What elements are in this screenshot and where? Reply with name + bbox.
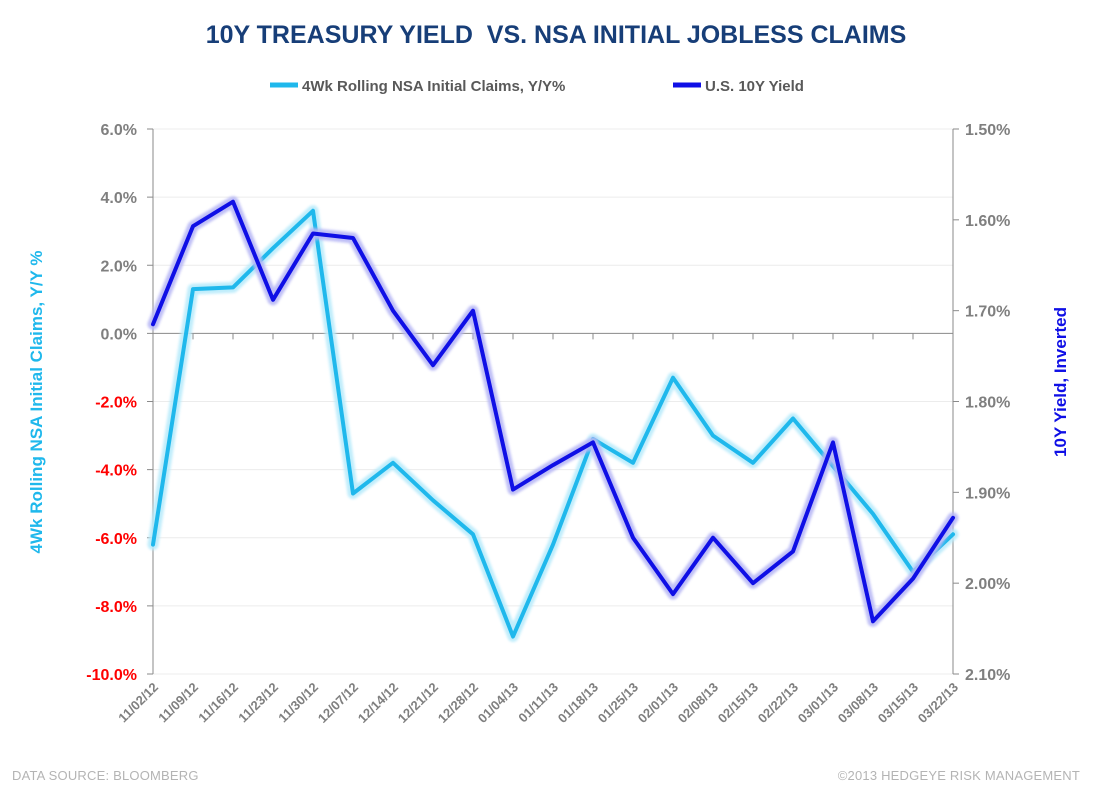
right-tick-label: 1.90% bbox=[965, 485, 1010, 502]
left-tick-label: -2.0% bbox=[95, 395, 137, 412]
x-tick-label: 11/02/12 bbox=[115, 680, 161, 726]
chart-title: 10Y TREASURY YIELD VS. NSA INITIAL JOBLE… bbox=[206, 21, 907, 49]
x-tick-label: 12/07/12 bbox=[315, 680, 361, 726]
right-tick-label: 1.60% bbox=[965, 213, 1010, 230]
x-tick-label: 11/30/12 bbox=[275, 680, 321, 726]
right-tick-label: 1.80% bbox=[965, 395, 1010, 412]
gridlines bbox=[153, 128, 953, 675]
x-tick-label: 12/14/12 bbox=[355, 680, 401, 726]
claims-series-line bbox=[151, 208, 955, 639]
legend-label-yield: U.S. 10Y Yield bbox=[705, 78, 804, 95]
x-tick-label: 03/15/13 bbox=[875, 680, 921, 726]
x-tick-label: 12/21/12 bbox=[395, 680, 441, 726]
left-tick-label: -6.0% bbox=[95, 531, 137, 548]
x-tick-label: 11/09/12 bbox=[155, 680, 201, 726]
x-tick-label: 11/23/12 bbox=[235, 680, 281, 726]
series-line-glow bbox=[147, 205, 959, 642]
axes bbox=[147, 128, 959, 675]
right-axis-label: 10Y Yield, Inverted bbox=[1051, 307, 1070, 457]
x-tick-label: 03/08/13 bbox=[835, 680, 881, 726]
right-tick-label: 2.10% bbox=[965, 667, 1010, 684]
left-tick-label: -10.0% bbox=[86, 667, 137, 684]
legend: 4Wk Rolling NSA Initial Claims, Y/Y% U.S… bbox=[270, 78, 804, 95]
series bbox=[147, 196, 959, 642]
x-tick-label: 02/01/13 bbox=[635, 680, 681, 726]
x-tick-label: 12/28/12 bbox=[435, 680, 481, 726]
left-tick-label: -4.0% bbox=[95, 463, 137, 480]
x-tick-label: 02/08/13 bbox=[675, 680, 721, 726]
right-tick-label: 1.70% bbox=[965, 304, 1010, 321]
x-tick-label: 02/22/13 bbox=[755, 680, 801, 726]
left-tick-label: 6.0% bbox=[101, 122, 137, 139]
x-tick-label: 11/16/12 bbox=[195, 680, 241, 726]
x-tick-label: 03/22/13 bbox=[915, 680, 961, 726]
left-axis-label: 4Wk Rolling NSA Initial Claims, Y/Y % bbox=[27, 251, 46, 554]
legend-label-claims: 4Wk Rolling NSA Initial Claims, Y/Y% bbox=[302, 78, 565, 95]
left-tick-label: -8.0% bbox=[95, 599, 137, 616]
x-tick-label: 03/01/13 bbox=[795, 680, 841, 726]
copyright-note: ©2013 HEDGEYE RISK MANAGEMENT bbox=[837, 768, 1080, 783]
right-tick-label: 1.50% bbox=[965, 122, 1010, 139]
yield-series-line bbox=[151, 199, 955, 624]
x-tick-label: 01/11/13 bbox=[515, 680, 561, 726]
left-tick-label: 0.0% bbox=[101, 326, 137, 343]
left-tick-label: 4.0% bbox=[101, 190, 137, 207]
x-tick-label: 01/04/13 bbox=[475, 680, 521, 726]
x-tick-label: 01/25/13 bbox=[595, 680, 641, 726]
data-source-note: DATA SOURCE: BLOOMBERG bbox=[12, 768, 199, 783]
right-tick-label: 2.00% bbox=[965, 576, 1010, 593]
x-tick-label: 01/18/13 bbox=[555, 680, 601, 726]
x-tick-label: 02/15/13 bbox=[715, 680, 761, 726]
left-tick-label: 2.0% bbox=[101, 258, 137, 275]
